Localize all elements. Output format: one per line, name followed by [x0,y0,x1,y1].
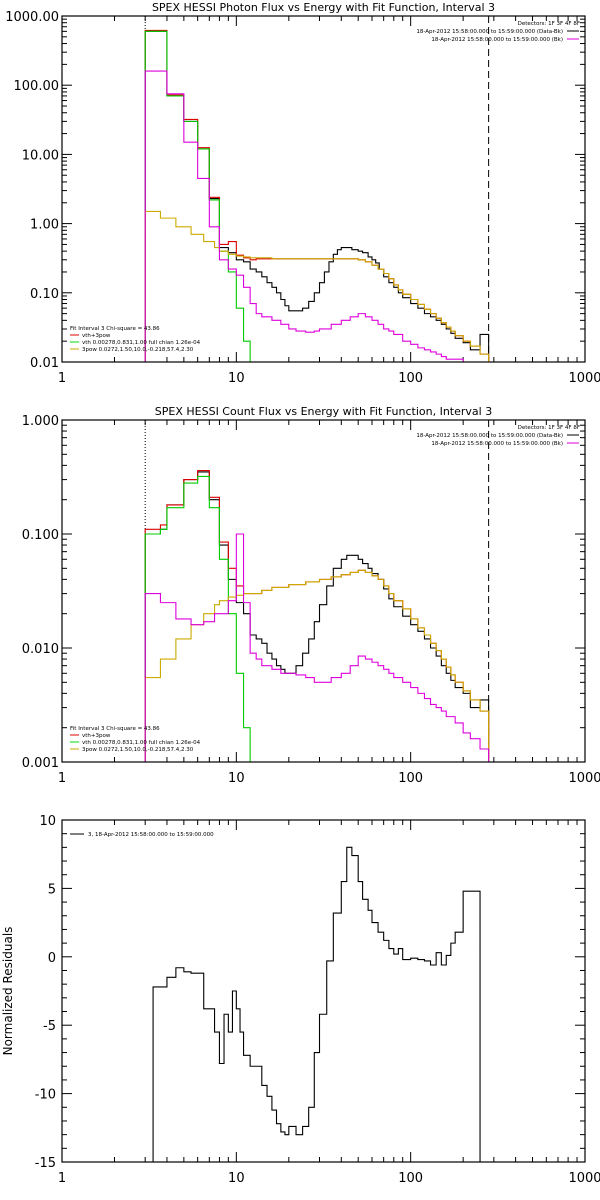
plot-frame [61,15,586,363]
chart-panel-3: 1 10 100 1000 -15 -10 -5 0 5 10 Normalized Residua… [1,814,600,1186]
x-tick-label: 100 [398,771,423,786]
y-tick-label: 1.000 [22,414,59,429]
legend-detectors: Detectors: 1F 3F 4F 8F [518,21,580,27]
y-tick-label: 0.100 [22,528,59,543]
series-2-line [144,29,490,362]
x-tick-label: 1000 [568,771,600,786]
plot-frame [61,819,586,1163]
series-2-line [144,470,490,762]
y-tick-label: 0.01 [30,356,59,371]
series-3-line [144,475,251,762]
y-tick-label: -15 [35,1156,56,1171]
legend-detectors: Detectors: 1F 3F 4F 8F [518,425,580,431]
y-tick-label: 0.10 [30,287,59,302]
plot-frame [61,419,586,763]
series-1-line [145,846,489,1162]
series-5-line [144,70,489,362]
x-tick-label: 100 [398,1171,423,1186]
x-tick-label: 10 [228,771,245,786]
chart-panel-2: SPEX HESSI Count Flux vs Energy with Fit… [22,405,600,786]
y-tick-label: -5 [43,1019,56,1034]
y-tick-label: 0.001 [22,756,59,771]
y-tick-label: 10 [39,814,56,829]
fit-legend-entry: vth+3pow [82,733,111,739]
fit-legend-entry: 3pow 0.0272,1.50,10.0,-0.218,57.4,2.30 [82,347,194,353]
x-tick-label: 100 [398,371,423,386]
chart-title: SPEX HESSI Count Flux vs Energy with Fit… [155,405,492,418]
x-tick-label: 10 [228,1171,245,1186]
y-tick-label: 1000.00 [5,10,59,25]
legend-entry-label: 18-Apr-2012 15:58:00.000 to 15:59:00.000… [416,29,563,35]
x-tick-label: 1000 [568,1171,600,1186]
fit-legend-entry: vth 0.00278,0.831,1.00 full chian 1.26e-… [82,340,201,346]
series-1-line [144,471,490,762]
fit-legend-entry: vth 0.00278,0.831,1.00 full chian 1.26e-… [82,740,201,746]
x-tick-label: 10 [228,371,245,386]
legend-entry-label: 18-Apr-2012 15:58:00.000 to 15:59:00.000… [431,37,563,43]
fit-legend-entry: vth+3pow [82,333,111,339]
x-tick-label: 1000 [568,371,600,386]
fit-legend-header: Fit Interval 3 Chi-square = 43.86 [70,326,160,332]
y-tick-label: 0 [48,951,56,966]
x-tick-label: 1 [58,1171,66,1186]
chart-title: SPEX HESSI Photon Flux vs Energy with Fi… [152,1,495,14]
fit-legend-entry: 3pow 0.0272,1.50,10.0,-0.218,57.4,2.30 [82,747,194,753]
y-axis-title: Normalized Residuals [1,927,15,1056]
series-3-line [144,30,251,362]
fit-legend-header: Fit Interval 3 Chi-square = 43.86 [70,726,160,732]
y-tick-label: 100.00 [14,79,60,94]
x-tick-label: 1 [58,771,66,786]
y-tick-label: -10 [35,1088,56,1103]
series-4-line [144,569,490,762]
series-5-line [144,533,490,762]
legend-entry-label: 3, 18-Apr-2012 15:58:00.000 to 15:59:00.… [88,832,214,838]
series-1-line [144,30,490,362]
x-tick-label: 1 [58,371,66,386]
y-tick-label: 1.00 [30,218,59,233]
chart-panel-1: SPEX HESSI Photon Flux vs Energy with Fi… [5,1,600,386]
series-4-line [144,210,490,362]
y-tick-label: 10.00 [22,148,59,163]
legend-entry-label: 18-Apr-2012 15:58:00.000 to 15:59:00.000… [416,433,563,439]
y-tick-label: 5 [48,882,56,897]
legend-entry-label: 18-Apr-2012 15:58:00.000 to 15:59:00.000… [431,441,563,447]
y-tick-label: 0.010 [22,642,59,657]
